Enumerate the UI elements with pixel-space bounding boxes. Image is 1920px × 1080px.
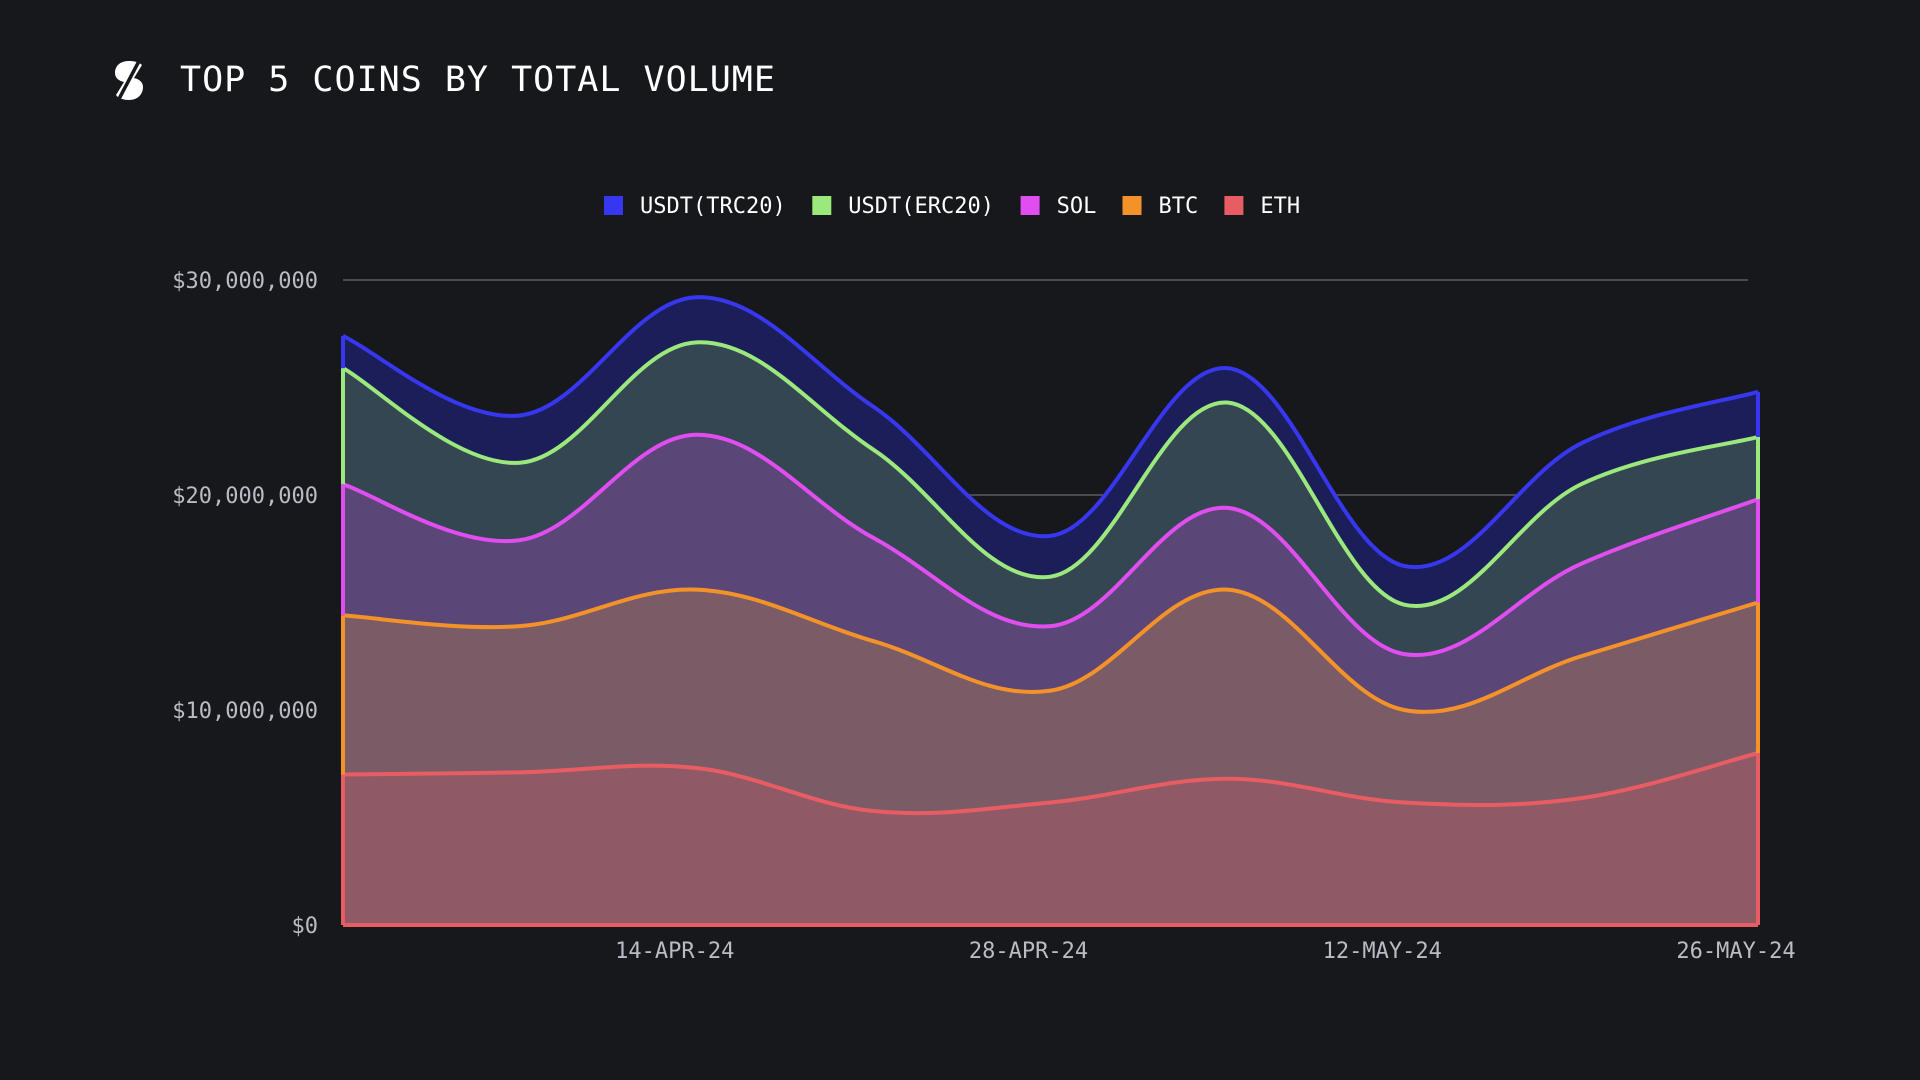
- legend-label: BTC: [1159, 194, 1199, 219]
- line-sol: [342, 432, 1759, 658]
- y-tick-label: $0: [292, 914, 319, 939]
- legend-label: USDT(ERC20): [848, 194, 994, 219]
- legend-item-sol: SOL: [1020, 194, 1097, 219]
- legend: USDT(TRC20) USDT(ERC20) SOL BTC ETH: [604, 194, 1300, 219]
- chart-title: TOP 5 COINS BY TOTAL VOLUME: [180, 60, 776, 100]
- x-tick-label: 12-MAY-24: [1323, 939, 1442, 964]
- x-tick-label: 28-APR-24: [969, 939, 1088, 964]
- legend-swatch: [812, 196, 832, 215]
- y-tick-label: $10,000,000: [172, 699, 318, 724]
- legend-item-usdt-trc20: USDT(TRC20): [604, 194, 786, 219]
- brand-s-logo-icon: [115, 61, 143, 100]
- legend-label: SOL: [1057, 194, 1097, 219]
- chart-header: TOP 5 COINS BY TOTAL VOLUME: [112, 58, 776, 102]
- line-usdt-erc20: [342, 340, 1759, 609]
- legend-swatch: [1122, 196, 1142, 215]
- line-eth: [342, 751, 1759, 816]
- area-eth: [343, 753, 1758, 925]
- x-tick-label: 26-MAY-24: [1676, 939, 1795, 964]
- legend-item-eth: ETH: [1224, 194, 1300, 219]
- series-lines: [341, 295, 1760, 927]
- legend-item-usdt-erc20: USDT(ERC20): [812, 194, 994, 219]
- legend-item-btc: BTC: [1122, 194, 1199, 219]
- legend-label: USDT(TRC20): [640, 194, 786, 219]
- x-tick-label: 14-APR-24: [615, 939, 734, 964]
- line-btc: [342, 587, 1759, 714]
- line-usdt-trc20: [342, 295, 1759, 570]
- y-tick-label: $30,000,000: [172, 269, 318, 294]
- legend-swatch: [1020, 196, 1040, 215]
- legend-label: ETH: [1260, 194, 1300, 219]
- y-tick-label: $20,000,000: [172, 484, 318, 509]
- legend-swatch: [604, 196, 623, 215]
- y-axis: $0 $10,000,000 $20,000,000 $30,000,000: [172, 269, 318, 939]
- legend-swatch: [1224, 196, 1244, 215]
- area-layers: [343, 297, 1758, 925]
- x-axis: 14-APR-24 28-APR-24 12-MAY-24 26-MAY-24: [615, 939, 1795, 964]
